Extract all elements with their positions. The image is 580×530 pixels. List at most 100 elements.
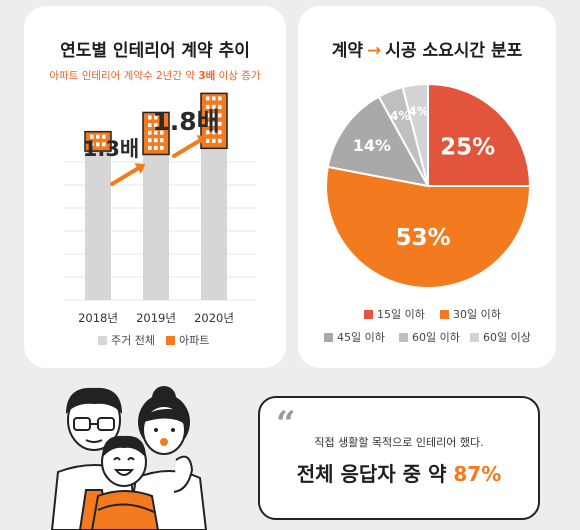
building-window (218, 121, 222, 126)
building-window (206, 138, 210, 143)
bar-total-0 (85, 138, 111, 300)
building-window (160, 130, 164, 135)
pie-chart: 25% 53% 14% 4%4% (325, 82, 532, 289)
bar-chart-subtitle: 아파트 인테리어 계약수 2년간 약 3배 이상 증가 (24, 68, 286, 83)
growth-arrow-icon (172, 136, 206, 158)
building-window (102, 142, 106, 147)
construction-period-card: 계약 → 시공 소요시간 분포 25% 53% 14% 4% 4% 15일 이하 30일 이… (298, 6, 556, 368)
quote-text: 직접 생활할 목적으로 인테리어 했다. (314, 436, 484, 449)
growth-arrowhead-icon (196, 135, 208, 146)
building-window (160, 138, 164, 143)
growth-label: 1.8배 (152, 107, 219, 136)
building-window (154, 123, 158, 128)
x-tick-label: 2018년 (78, 311, 118, 325)
legend-label-15days: 15일 이하 (377, 308, 425, 321)
family-illustration (50, 386, 208, 530)
building-window (218, 138, 222, 143)
building-window (102, 134, 106, 139)
building-window (154, 130, 158, 135)
building-window (212, 138, 216, 143)
building-window (154, 138, 158, 143)
legend-swatch-over60days (470, 332, 479, 342)
building-window (160, 145, 164, 150)
legend-item-45days: 45일 이하 (324, 329, 385, 345)
building-window (90, 134, 94, 139)
legend-swatch-30days (440, 309, 449, 319)
building-window (218, 113, 222, 118)
building-window (96, 134, 100, 139)
building-window (96, 142, 100, 147)
legend-label-total: 주거 전체 (111, 334, 155, 347)
legend-label-30days: 30일 이하 (453, 308, 501, 321)
title-contract: 계약 (331, 41, 364, 61)
legend-item-total: 주거 전체 (98, 332, 155, 348)
yearly-contract-card: 연도별 인테리어 계약 추이 아파트 인테리어 계약수 2년간 약 3배 이상 … (24, 6, 286, 368)
headline-text: 전체 응답자 중 약 (296, 462, 454, 486)
pie-label: 14% (353, 136, 391, 155)
legend-label-45days: 45일 이하 (337, 331, 385, 344)
building-window (90, 142, 94, 147)
building-window (148, 138, 152, 143)
legend-item-30days: 30일 이하 (440, 306, 501, 322)
building-window (148, 145, 152, 150)
building-window (206, 96, 210, 101)
child-figure (90, 435, 160, 530)
legend-item-apartment: 아파트 (166, 332, 209, 348)
building-window (148, 123, 152, 128)
legend-label-apartment: 아파트 (179, 334, 210, 347)
building-window (160, 123, 164, 128)
quote-headline: 전체 응답자 중 약 87% (260, 458, 538, 487)
legend-label-60days: 60일 이하 (412, 331, 460, 344)
subtitle-text-pre: 아파트 인테리어 계약수 2년간 약 (49, 70, 199, 82)
building-window (212, 96, 216, 101)
pie-slice-2 (326, 95, 430, 188)
pie-slice-1 (325, 165, 532, 289)
pie-label: 4% (390, 109, 410, 123)
pie-chart-title: 계약 → 시공 소요시간 분포 (298, 36, 556, 61)
pie-slice-0 (427, 82, 532, 187)
growth-arrowhead-icon (134, 163, 146, 174)
building-window (212, 121, 216, 126)
arrow-right-icon: → (367, 41, 382, 61)
quote-icon: “ (276, 404, 295, 444)
building-window (160, 115, 164, 120)
quote-bubble: “ 직접 생활할 목적으로 인테리어 했다. 전체 응답자 중 약 87% (258, 396, 540, 520)
legend-item-15days: 15일 이하 (364, 306, 425, 322)
legend-swatch-total (98, 335, 107, 345)
building-window (206, 121, 210, 126)
building-window (212, 113, 216, 118)
legend-item-60days: 60일 이하 (399, 329, 460, 345)
growth-label: 1.3배 (83, 137, 140, 161)
legend-swatch-45days (324, 332, 333, 342)
building-window (148, 130, 152, 135)
bar-chart-title: 연도별 인테리어 계약 추이 (60, 41, 250, 61)
building-window (212, 130, 216, 135)
legend-swatch-15days (364, 309, 373, 319)
building-window (206, 104, 210, 109)
bar-chart: 2018년 2019년 2020년 1.3배 1.8배 (64, 92, 256, 325)
legend-item-over60days: 60일 이상 (470, 329, 531, 345)
pie-label: 4% (408, 104, 428, 118)
subtitle-text-post: 이상 증가 (215, 70, 261, 82)
subtitle-text-bold: 3배 (198, 70, 216, 82)
pie-slice-4 (401, 82, 429, 187)
headline-value: 87% (453, 462, 502, 486)
legend-swatch-60days (399, 332, 408, 342)
building-window (218, 130, 222, 135)
building-window (154, 115, 158, 120)
x-tick-label: 2019년 (136, 311, 176, 325)
legend-label-over60days: 60일 이상 (483, 331, 531, 344)
bar-total-1 (143, 127, 169, 301)
legend-swatch-apartment (166, 335, 175, 345)
pie-label: 25% (440, 135, 495, 161)
pie-label: 53% (396, 225, 451, 251)
building-window (212, 104, 216, 109)
title-construction: 시공 소요시간 분포 (385, 41, 523, 61)
building-window (154, 145, 158, 150)
x-tick-label: 2020년 (194, 311, 234, 325)
building-window (148, 115, 152, 120)
building-window (206, 113, 210, 118)
building-window (206, 130, 210, 135)
growth-arrow-icon (110, 164, 144, 186)
building-window (218, 104, 222, 109)
